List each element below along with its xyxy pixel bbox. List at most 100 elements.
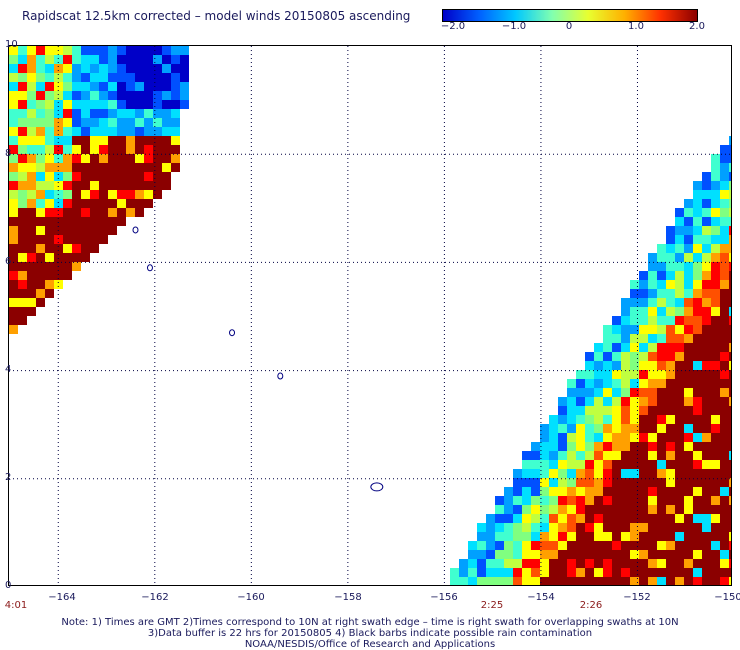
wind-cell (648, 559, 657, 568)
wind-cell (612, 478, 621, 487)
wind-cell (711, 397, 720, 406)
wind-cell (126, 127, 135, 136)
wind-cell (630, 289, 639, 298)
wind-cell (513, 505, 522, 514)
wind-cell (576, 469, 585, 478)
wind-cell (513, 514, 522, 523)
wind-cell (504, 550, 513, 559)
wind-cell (666, 460, 675, 469)
wind-cell (630, 532, 639, 541)
wind-cell (720, 568, 729, 577)
wind-cell (108, 73, 117, 82)
wind-cell (648, 298, 657, 307)
wind-cell (171, 136, 180, 145)
wind-cell (36, 163, 45, 172)
wind-cell (558, 397, 567, 406)
wind-cell (162, 136, 171, 145)
wind-cell (81, 208, 90, 217)
island-outline (229, 329, 236, 337)
wind-cell (666, 343, 675, 352)
wind-cell (135, 199, 144, 208)
wind-cell (18, 181, 27, 190)
wind-cell (657, 496, 666, 505)
wind-cell (639, 541, 648, 550)
wind-cell (72, 190, 81, 199)
y-tick-label: 0 (5, 580, 12, 591)
wind-cell (126, 163, 135, 172)
wind-cell (675, 559, 684, 568)
wind-cell (702, 208, 711, 217)
wind-cell (684, 415, 693, 424)
x-tick-label: −164 (48, 592, 76, 603)
wind-cell (648, 262, 657, 271)
wind-cell (630, 307, 639, 316)
wind-cell (162, 55, 171, 64)
wind-cell (567, 406, 576, 415)
wind-cell (720, 541, 729, 550)
wind-cell (117, 118, 126, 127)
wind-cell (18, 172, 27, 181)
wind-cell (657, 244, 666, 253)
wind-cell (630, 577, 639, 585)
wind-cell (684, 406, 693, 415)
wind-cell (684, 307, 693, 316)
wind-cell (108, 181, 117, 190)
wind-cell (522, 523, 531, 532)
wind-cell (693, 379, 702, 388)
wind-cell (126, 109, 135, 118)
wind-cell (693, 289, 702, 298)
wind-cell (639, 334, 648, 343)
wind-cell (45, 100, 54, 109)
wind-cell (603, 469, 612, 478)
colorbar (442, 9, 698, 22)
wind-cell (675, 460, 684, 469)
wind-cell (9, 91, 18, 100)
wind-cell (477, 577, 486, 585)
wind-cell (81, 172, 90, 181)
wind-cell (36, 172, 45, 181)
wind-cell (711, 478, 720, 487)
wind-cell (513, 496, 522, 505)
wind-cell (540, 505, 549, 514)
wind-cell (603, 487, 612, 496)
map-plot-area[interactable] (8, 45, 732, 586)
wind-cell (702, 406, 711, 415)
wind-cell (171, 127, 180, 136)
wind-cell (684, 442, 693, 451)
x-tick-label: −152 (623, 592, 651, 603)
wind-cell (72, 109, 81, 118)
wind-cell (117, 199, 126, 208)
wind-cell (657, 559, 666, 568)
wind-cell (531, 550, 540, 559)
wind-cell (621, 577, 630, 585)
wind-cell (720, 217, 729, 226)
wind-cell (180, 73, 189, 82)
wind-cell (27, 217, 36, 226)
wind-cell (603, 388, 612, 397)
wind-cell (729, 226, 731, 235)
wind-cell (666, 370, 675, 379)
wind-cell (702, 559, 711, 568)
wind-cell (117, 145, 126, 154)
wind-cell (657, 424, 666, 433)
wind-cell (135, 154, 144, 163)
wind-cell (45, 208, 54, 217)
wind-cell (603, 334, 612, 343)
wind-cell (702, 289, 711, 298)
wind-cell (54, 280, 63, 289)
wind-cell (9, 100, 18, 109)
wind-cell (711, 163, 720, 172)
wind-cell (693, 190, 702, 199)
wind-cell (693, 478, 702, 487)
wind-cell (549, 451, 558, 460)
wind-cell (18, 190, 27, 199)
wind-cell (63, 244, 72, 253)
wind-cell (63, 199, 72, 208)
wind-cell (648, 496, 657, 505)
wind-cell (648, 379, 657, 388)
wind-cell (612, 550, 621, 559)
wind-cell (729, 406, 731, 415)
wind-cell (630, 496, 639, 505)
wind-cell (72, 127, 81, 136)
wind-cell (54, 181, 63, 190)
